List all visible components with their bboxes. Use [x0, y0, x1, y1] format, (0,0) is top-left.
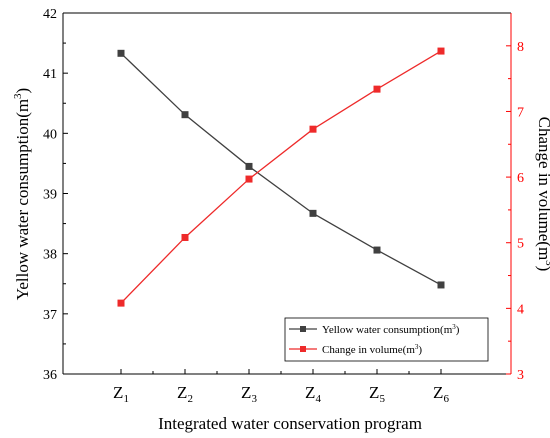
data-point-change-volume	[309, 125, 317, 133]
right-tick-label: 6	[517, 171, 524, 186]
legend-label-yellow-water-text: Yellow water consumption(m	[322, 324, 453, 336]
data-point-change-volume	[117, 299, 125, 307]
right-tick-label: 3	[517, 368, 524, 383]
series-line-change-volume	[120, 50, 442, 304]
right-tick-label: 7	[517, 105, 524, 120]
data-point-yellow-water	[117, 49, 125, 57]
x-tick-label: Z3	[241, 383, 257, 405]
data-point-yellow-water	[309, 209, 317, 217]
data-point-yellow-water	[437, 281, 445, 289]
left-tick-label: 42	[43, 7, 57, 22]
x-tick-label: Z1	[113, 383, 129, 405]
right-axis-label-text: Change in volume(m	[535, 117, 550, 261]
x-axis-label: Integrated water conservation program	[158, 414, 422, 433]
data-point-yellow-water	[245, 162, 253, 170]
right-axis-ticks: 3 4 5 6 7 8	[506, 40, 524, 383]
data-point-change-volume	[245, 175, 253, 183]
legend-label-yellow-water: Yellow water consumption(m3)	[322, 323, 460, 336]
left-axis-label-sup: 3	[12, 93, 24, 99]
legend-marker-change-volume	[300, 346, 306, 352]
series-layer	[117, 47, 445, 307]
legend-marker-yellow-water	[300, 326, 306, 332]
left-tick-label: 39	[43, 188, 57, 203]
left-tick-label: 41	[43, 67, 57, 82]
left-tick-label: 37	[43, 308, 57, 323]
left-tick-label: 36	[43, 368, 57, 383]
x-tick-label: Z6	[433, 383, 449, 405]
left-axis-label: Yellow water consumption(m3)	[12, 88, 32, 300]
left-axis-label-end: )	[13, 88, 32, 94]
x-tick-label: Z4	[305, 383, 321, 405]
x-tick-label: Z5	[369, 383, 385, 405]
legend-label-change-volume: Change in volume(m3)	[322, 343, 422, 356]
data-point-change-volume	[437, 47, 445, 55]
right-axis-label-sup: 3	[543, 260, 550, 266]
left-axis-label-text: Yellow water consumption(m	[13, 99, 32, 300]
right-tick-label: 5	[517, 237, 524, 252]
series-line-yellow-water	[120, 52, 442, 286]
left-axis-ticks: 36 37 38 39 40 41 42	[43, 7, 68, 383]
legend-label-change-volume-text: Change in volume(m	[322, 344, 415, 356]
right-axis-label: Change in volume(m3)	[535, 117, 550, 272]
legend-label-yellow-water-end: )	[456, 324, 460, 336]
x-axis-ticks: Z1 Z2 Z3 Z4 Z5 Z6	[113, 369, 449, 405]
legend-label-change-volume-end: )	[418, 344, 422, 356]
legend: Yellow water consumption(m3) Change in v…	[284, 317, 489, 362]
data-point-yellow-water	[181, 111, 189, 119]
left-tick-label: 40	[43, 127, 57, 142]
data-point-change-volume	[181, 233, 189, 241]
legend-label-change-volume-sup: 3	[415, 343, 419, 351]
data-point-yellow-water	[373, 246, 381, 254]
right-tick-label: 4	[517, 302, 524, 317]
data-point-change-volume	[373, 85, 381, 93]
right-tick-label: 8	[517, 40, 524, 55]
legend-box	[284, 317, 489, 362]
x-tick-label: Z2	[177, 383, 193, 405]
right-axis-label-end: )	[535, 266, 550, 272]
legend-label-yellow-water-sup: 3	[452, 323, 456, 331]
left-tick-label: 38	[43, 248, 57, 263]
